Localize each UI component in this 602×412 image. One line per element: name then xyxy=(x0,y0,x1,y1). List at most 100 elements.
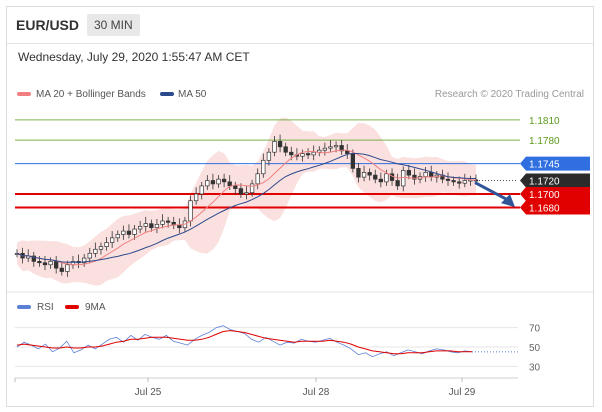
candle-body xyxy=(311,151,316,156)
x-tick-label: Jul 29 xyxy=(449,387,476,398)
candle-body xyxy=(255,173,260,185)
candle-body xyxy=(104,242,109,247)
ma50-line xyxy=(16,152,476,263)
candle-body xyxy=(445,178,451,181)
candle-body xyxy=(423,172,428,177)
candle-body xyxy=(93,248,98,254)
interval-button[interactable]: 30 MIN xyxy=(87,14,140,36)
legend-label-rsi: RSI xyxy=(37,302,54,313)
candle-body xyxy=(395,180,400,187)
candle-body xyxy=(289,151,294,156)
symbol-label: EUR/USD xyxy=(16,17,80,33)
level-label-1-1720: 1.1720 xyxy=(529,177,560,188)
candle-body xyxy=(373,174,378,180)
candle-body xyxy=(367,172,372,176)
candle-body xyxy=(216,178,221,185)
legend-label-9ma: 9MA xyxy=(85,302,106,313)
candle-body xyxy=(54,261,59,269)
candle-body xyxy=(238,188,244,195)
candle-body xyxy=(149,223,154,229)
candle-body xyxy=(266,151,272,161)
rsi-tick-50: 50 xyxy=(529,343,541,354)
legend-swatch-ma50 xyxy=(160,92,174,96)
candle-body xyxy=(305,153,311,156)
candle-body xyxy=(322,147,328,151)
candle-body xyxy=(143,223,148,227)
candle-body xyxy=(110,237,115,243)
candle-body xyxy=(210,180,216,185)
candle-body xyxy=(249,183,255,194)
candle-body xyxy=(333,145,339,148)
rsi-tick-30: 30 xyxy=(529,362,541,373)
candle-body xyxy=(244,192,249,195)
candle-body xyxy=(31,255,36,262)
legend-swatch-ma20 xyxy=(17,92,31,96)
candle-body xyxy=(328,146,333,149)
candle-body xyxy=(221,178,227,183)
rsi-panel: 70 50 30 xyxy=(15,324,541,373)
candle-body xyxy=(233,185,238,189)
candle-body xyxy=(87,252,92,259)
candle-body xyxy=(98,246,104,250)
candle-body xyxy=(177,224,182,229)
level-label-1-1680: 1.1680 xyxy=(529,203,560,214)
candle-body xyxy=(345,150,350,154)
candle-body xyxy=(121,230,126,235)
candle-body xyxy=(457,181,462,184)
level-label-1-1810: 1.1810 xyxy=(529,116,560,127)
candle-body xyxy=(429,172,434,178)
candle-body xyxy=(227,181,232,187)
level-label-1-1700: 1.1700 xyxy=(529,190,560,201)
level-label-1-1745: 1.1745 xyxy=(529,160,560,171)
rsi-series-9ma xyxy=(16,330,472,355)
candle-body xyxy=(37,261,42,264)
candle-body xyxy=(277,141,283,148)
level-tag-1-1680 xyxy=(520,200,590,215)
level-tag-1-1700 xyxy=(520,187,590,201)
timestamp: Wednesday, July 29, 2020 1:55:47 AM CET xyxy=(18,50,250,64)
candle-body xyxy=(193,193,199,202)
candle-body xyxy=(350,153,356,169)
ma20-line xyxy=(16,149,477,266)
candle-body xyxy=(272,141,277,153)
rsi-tick-70: 70 xyxy=(529,324,541,335)
rsi-series-rsi xyxy=(16,325,473,358)
candle-body xyxy=(412,174,417,180)
forecast-arrow-head xyxy=(501,194,515,208)
candle-body xyxy=(126,230,132,235)
candle-body xyxy=(160,220,165,225)
x-tick-label: Jul 28 xyxy=(303,387,330,398)
chart-header: EUR/USD 30 MIN xyxy=(7,7,593,44)
candle-body xyxy=(154,223,160,229)
level-tag-1-1745 xyxy=(520,156,590,171)
level-label-1-1780: 1.1780 xyxy=(529,136,560,147)
candle-body xyxy=(188,200,193,222)
candle-body xyxy=(199,185,204,195)
x-tick-label: Jul 25 xyxy=(135,387,162,398)
legend-swatch-rsi xyxy=(17,305,31,309)
candle-body xyxy=(59,267,64,272)
credit-text: Research © 2020 Trading Central xyxy=(435,89,584,100)
candle-body xyxy=(401,170,406,187)
candle-body xyxy=(137,226,143,230)
candle-body xyxy=(205,180,210,187)
candle-body xyxy=(378,178,383,183)
x-axis: Jul 25 Jul 28 Jul 29 xyxy=(14,378,476,398)
candle-body xyxy=(300,153,305,157)
candle-body xyxy=(384,173,389,183)
candle-body xyxy=(132,228,137,235)
level-tag-1-1720 xyxy=(520,173,590,188)
candle-body xyxy=(165,220,171,223)
candle-body xyxy=(115,234,120,239)
candle-body xyxy=(406,170,411,176)
candle-body xyxy=(48,261,53,266)
candle-body xyxy=(451,180,456,183)
candle-body xyxy=(42,262,48,266)
candle-body xyxy=(261,159,266,175)
forecast-arrow-shaft xyxy=(474,181,509,202)
candle-body xyxy=(82,257,87,264)
candle-body xyxy=(65,264,70,272)
legend-label-ma20: MA 20 + Bollinger Bands xyxy=(36,89,146,100)
price-panel: 1.1810 1.1780 1.1745 1.1720 1.1700 1.1680 xyxy=(14,116,590,286)
